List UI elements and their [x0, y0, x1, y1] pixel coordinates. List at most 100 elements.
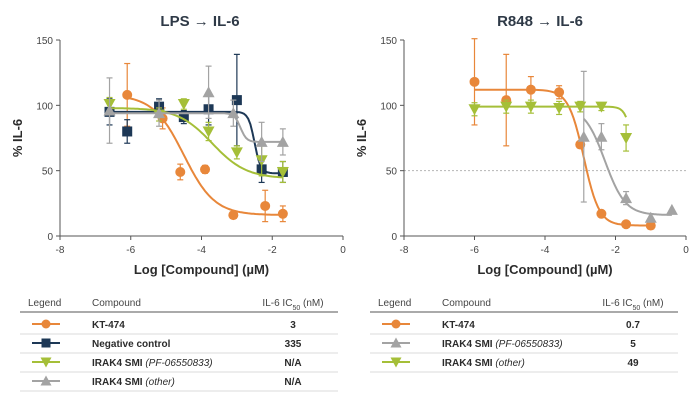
legend-ic50-value: N/A [284, 377, 301, 388]
data-point [524, 101, 537, 113]
legend-compound-name: IRAK4 SMI (other) [92, 377, 175, 388]
data-point [228, 210, 239, 221]
legend-compound-name: Negative control [92, 339, 171, 350]
legend-row: Negative control 335 [20, 338, 338, 354]
data-point [575, 139, 586, 150]
fit-curve [109, 110, 283, 175]
legend-compound-name: KT-474 [442, 320, 475, 331]
data-point [122, 89, 133, 100]
legend-header-compound: Compound [92, 298, 141, 309]
legend-compound-name: IRAK4 SMI (other) [442, 358, 525, 369]
y-tick-label: 50 [386, 167, 398, 178]
legend-row: IRAK4 SMI (other) N/A [20, 375, 338, 392]
legend-table: Legend Compound IL-6 IC50 (nM) KT-474 3 Negat… [20, 298, 338, 392]
data-point [468, 104, 481, 116]
series-irak4_other [468, 99, 633, 152]
fit-curve [109, 112, 283, 143]
data-point [153, 107, 166, 119]
data-point [227, 107, 240, 119]
y-tick-label: 0 [47, 232, 53, 243]
y-axis-label: % IL-6 [10, 119, 25, 157]
data-point [596, 208, 607, 219]
data-point [644, 211, 657, 223]
legend-compound-name: IRAK4 SMI (PF-06550833) [442, 339, 563, 350]
x-tick-label: -8 [56, 245, 65, 256]
y-tick-label: 100 [36, 101, 53, 112]
y-axis-label: % IL-6 [354, 119, 369, 157]
y-tick-label: 150 [36, 36, 53, 47]
series-irak4_other [103, 65, 289, 163]
legend-row: IRAK4 SMI (PF-06550833) 5 [370, 337, 678, 354]
x-tick-label: -2 [268, 245, 277, 256]
legend-table: Legend Compound IL-6 IC50 (nM) KT-474 0.7 IRA… [370, 298, 678, 373]
data-point [276, 166, 289, 178]
legend-swatch-marker [390, 337, 402, 348]
data-point [500, 101, 513, 113]
data-point [645, 220, 656, 231]
data-point [178, 112, 189, 123]
data-point [620, 192, 633, 204]
legend-ic50-value: 5 [630, 339, 636, 350]
legend-compound-name: IRAK4 SMI (PF-06550833) [92, 358, 213, 369]
data-point [665, 203, 678, 215]
x-tick-label: -8 [400, 245, 409, 256]
legend-ic50-value: 335 [285, 339, 302, 350]
data-point [255, 135, 268, 147]
y-tick-label: 50 [42, 167, 54, 178]
legend-header-legend: Legend [378, 298, 411, 309]
data-point [554, 87, 565, 98]
legend-ic50-value: 3 [290, 320, 296, 331]
legend-ic50-value: 0.7 [626, 320, 640, 331]
x-tick-label: -6 [470, 245, 479, 256]
y-tick-label: 0 [391, 232, 397, 243]
legend-header-compound: Compound [442, 298, 491, 309]
x-tick-label: -6 [126, 245, 135, 256]
fit-curve [109, 107, 283, 179]
chart-panel-1: LPS → IL-6 0 50 100 150 -8 -6 -4 -2 0 Log [Compoun… [10, 13, 346, 392]
data-point [202, 126, 215, 138]
chart-title: R848 → IL-6 [497, 13, 583, 30]
data-point [620, 133, 633, 144]
data-point [175, 166, 186, 177]
chart-title: LPS → IL-6 [160, 13, 239, 30]
x-tick-label: 0 [683, 245, 689, 256]
x-axis-label: Log [Compound] (µM) [477, 262, 612, 277]
legend-ic50-value: N/A [284, 358, 301, 369]
chart-panel-2: R848 → IL-6 0 50 100 150 -8 -6 -4 -2 0 Log [Compou… [354, 13, 689, 373]
x-tick-label: -4 [541, 245, 550, 256]
legend-row: IRAK4 SMI (other) 49 [370, 357, 678, 373]
data-point [553, 102, 566, 114]
x-tick-label: -2 [611, 245, 620, 256]
data-point [103, 104, 116, 116]
data-point [574, 101, 587, 113]
legend-header-ic50: IL-6 IC50 (nM) [602, 298, 663, 312]
series-kt474 [469, 38, 656, 231]
legend-swatch-marker [41, 338, 51, 348]
data-point [122, 126, 133, 137]
data-point [200, 164, 211, 175]
data-point [231, 95, 242, 106]
data-point [177, 99, 190, 111]
legend-header-ic50: IL-6 IC50 (nM) [262, 298, 323, 312]
data-point [469, 76, 480, 87]
legend-row: KT-474 3 [20, 319, 338, 335]
data-point [202, 86, 215, 98]
legend-row: KT-474 0.7 [370, 319, 678, 335]
y-tick-label: 150 [380, 36, 397, 47]
x-axis-label: Log [Compound] (µM) [134, 262, 269, 277]
legend-ic50-value: 49 [627, 358, 639, 369]
data-point [525, 84, 536, 95]
data-point [230, 147, 243, 159]
x-tick-label: -4 [197, 245, 206, 256]
legend-compound-name: KT-474 [92, 320, 125, 331]
legend-swatch-marker [40, 375, 52, 386]
series-irak4_pf [577, 70, 678, 223]
data-point [595, 101, 608, 113]
data-point [260, 200, 271, 211]
legend-header-legend: Legend [28, 298, 61, 309]
data-point [577, 130, 590, 142]
legend-swatch-marker [390, 357, 402, 368]
data-point [621, 219, 632, 230]
x-tick-label: 0 [340, 245, 346, 256]
